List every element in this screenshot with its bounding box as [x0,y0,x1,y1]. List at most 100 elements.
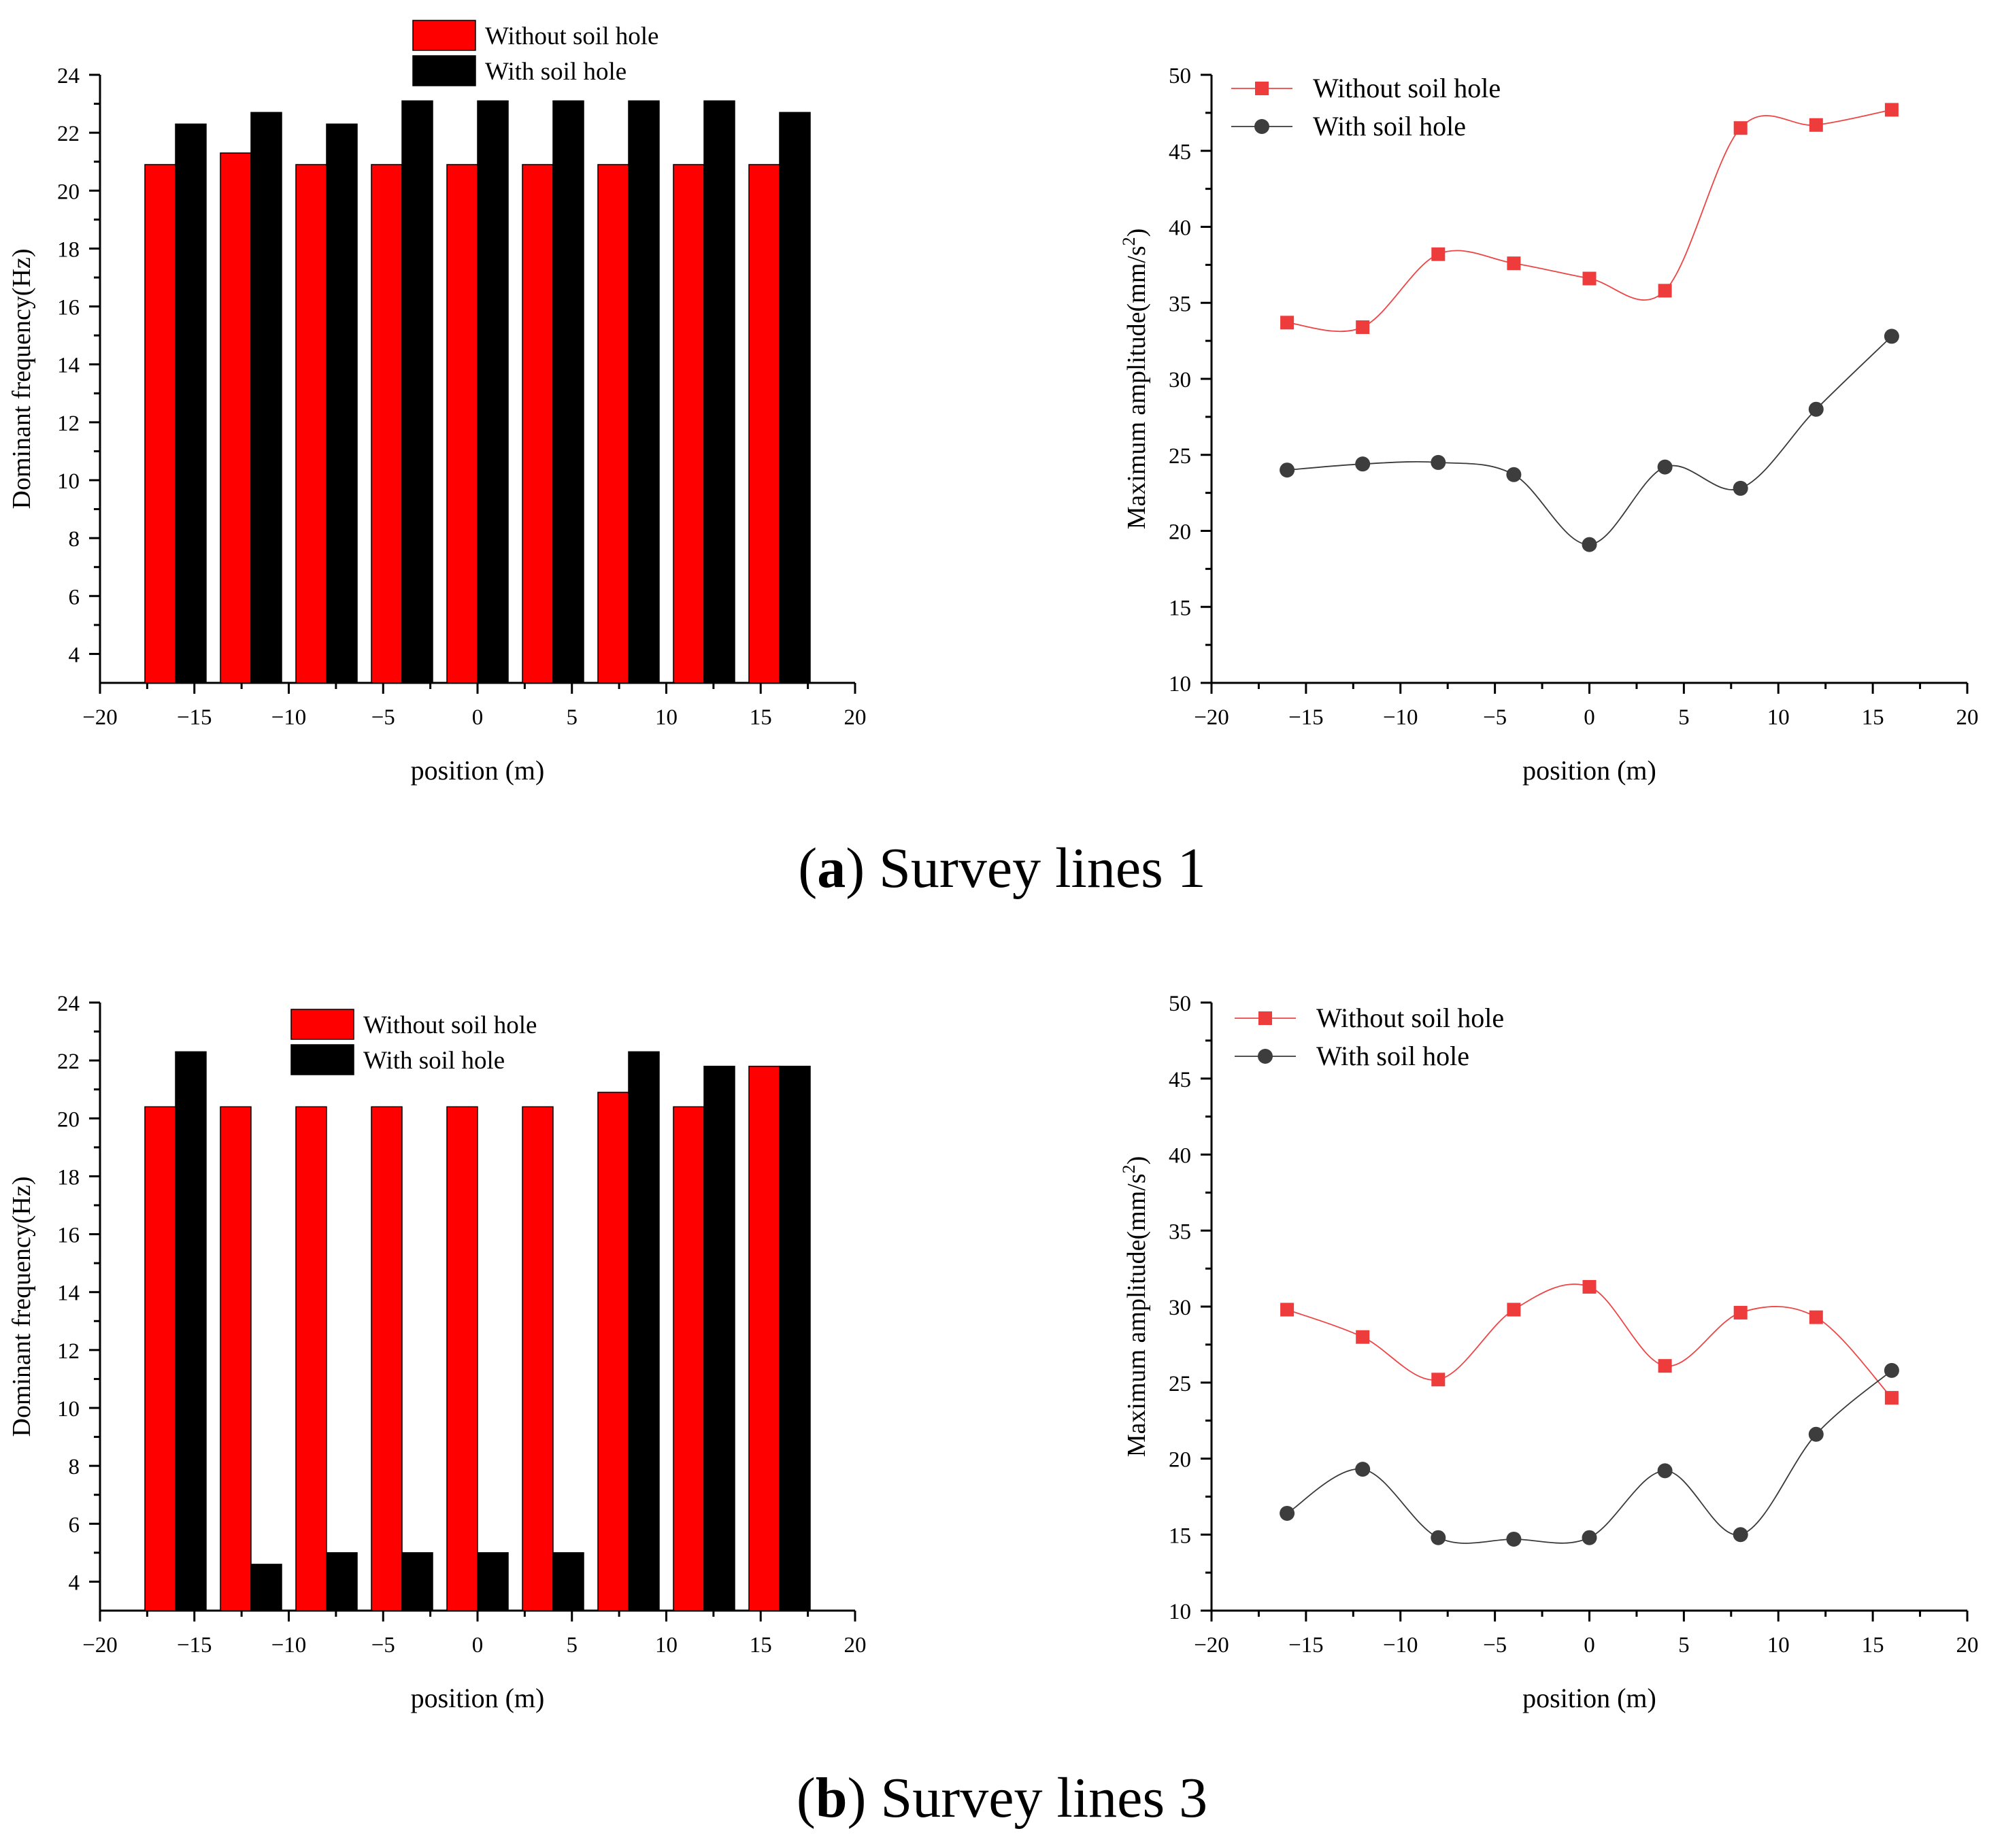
x-tick-label: −15 [177,1633,212,1658]
bar-without-soil-hole [446,164,478,684]
y-axis-title: Dominant frequency(Hz) [7,1176,36,1437]
caption-a-close: ) [846,837,865,900]
bar-with-soil-hole [401,1552,433,1611]
caption-a: (a) Survey lines 1 [0,835,2004,901]
y-tick-label: 6 [69,585,80,609]
data-point-circle [1506,1531,1522,1547]
x-tick-label: 10 [655,1633,678,1658]
legend-swatch [290,1009,354,1040]
data-point-square [1658,284,1672,298]
bar-without-soil-hole [522,164,554,684]
y-tick-label: 45 [1169,140,1191,165]
bar-without-soil-hole [371,164,403,684]
y-tick-label: 20 [1169,520,1191,545]
y-tick-label: 20 [1169,1448,1191,1473]
data-point-circle [1506,467,1522,482]
bar-with-soil-hole [175,1051,207,1611]
x-axis-title: position (m) [1522,1683,1656,1713]
data-point-circle [1657,1463,1673,1479]
x-tick-label: −5 [371,705,395,730]
y-tick-label: 20 [57,180,80,204]
caption-a-text: Survey lines 1 [865,837,1206,900]
bar-with-soil-hole [628,100,660,684]
bar-with-soil-hole [779,112,811,684]
y-tick-label: 14 [57,354,80,378]
x-tick-label: 10 [1767,1633,1790,1658]
bar-without-soil-hole [597,1092,629,1611]
data-point-circle [1733,1527,1748,1543]
x-axis-title: position (m) [411,1683,545,1713]
x-tick-label: 20 [844,705,867,730]
y-tick-label: 50 [1169,64,1191,88]
series-line-without-soil-hole [1287,109,1892,333]
y-tick-label: 25 [1169,1372,1191,1396]
y-tick-label: 6 [69,1513,80,1537]
bar-without-soil-hole [220,1106,252,1611]
caption-a-open: ( [798,837,818,900]
legend-swatch [290,1044,354,1075]
data-point-square [1507,256,1521,271]
bar-with-soil-hole [477,100,509,684]
series-line-without-soil-hole [1286,1283,1892,1398]
x-axis-title: position (m) [1522,755,1656,786]
x-tick-label: 5 [567,705,578,730]
data-point-square [1809,118,1823,132]
y-tick-label: 24 [57,992,80,1016]
caption-b-open: ( [796,1766,816,1830]
x-tick-label: 10 [655,705,678,730]
y-axis-title-main: Maximum amplitude(mm/s [1122,246,1151,529]
x-tick-label: 5 [1678,705,1690,730]
data-point-circle [1884,1362,1899,1378]
caption-b-close: ) [847,1766,867,1830]
x-tick-label: 0 [1584,705,1595,730]
y-tick-label: 4 [69,643,80,667]
series-line-with-soil-hole [1287,335,1892,545]
x-tick-label: 15 [1862,1633,1884,1658]
x-tick-label: 20 [1956,705,1979,730]
y-tick-label: 30 [1169,1296,1191,1320]
data-point-circle [1280,1505,1295,1521]
data-point-square [1280,316,1295,330]
bar-without-soil-hole [144,164,176,684]
y-tick-label: 4 [69,1570,80,1595]
bar-with-soil-hole [326,1552,358,1611]
legend-label: With soil hole [485,58,627,86]
bar-without-soil-hole [748,1065,780,1611]
y-axis-title-main: Maximum amplitude(mm/s [1122,1173,1151,1457]
data-point-circle [1355,456,1371,472]
x-tick-label: −20 [1194,1633,1229,1658]
bar-with-soil-hole [552,1552,584,1611]
y-tick-label: 22 [57,1049,80,1074]
bar-with-soil-hole [703,1065,735,1611]
x-tick-label: 0 [472,1633,484,1658]
legend-label: With soil hole [1313,111,1466,141]
x-tick-label: 15 [750,1633,772,1658]
x-tick-label: 5 [1678,1633,1690,1658]
y-tick-label: 10 [1169,672,1191,696]
y-tick-label: 45 [1169,1068,1191,1092]
bar-with-soil-hole [552,100,584,684]
series-line-with-soil-hole [1286,1370,1892,1544]
caption-b: (b) Survey lines 3 [0,1765,2004,1831]
x-tick-label: −5 [371,1633,395,1658]
y-tick-label: 16 [57,296,80,320]
bar-with-soil-hole [250,112,282,684]
caption-a-letter: a [817,837,846,900]
y-tick-label: 8 [69,527,80,552]
y-tick-label: 22 [57,122,80,146]
chart-panel-a-right: −20 −15 −10 −5 0 5 10 15 20 10 15 20 25 30 35 40 45 50 pos… [1119,64,1979,786]
x-axis-title: position (m) [411,755,545,786]
bar-without-soil-hole [371,1106,403,1611]
y-axis-title-end: ) [1122,1156,1151,1165]
bar-with-soil-hole [401,100,433,684]
x-tick-label: 10 [1767,705,1790,730]
x-tick-label: −10 [1383,1633,1418,1658]
y-tick-label: 12 [57,1339,80,1364]
bar-with-soil-hole [175,123,207,684]
bar-without-soil-hole [295,164,327,684]
bar-without-soil-hole [522,1106,554,1611]
y-tick-label: 50 [1169,992,1191,1016]
y-tick-label: 14 [57,1281,80,1306]
bar-with-soil-hole [477,1552,509,1611]
data-point-circle [1808,401,1824,417]
